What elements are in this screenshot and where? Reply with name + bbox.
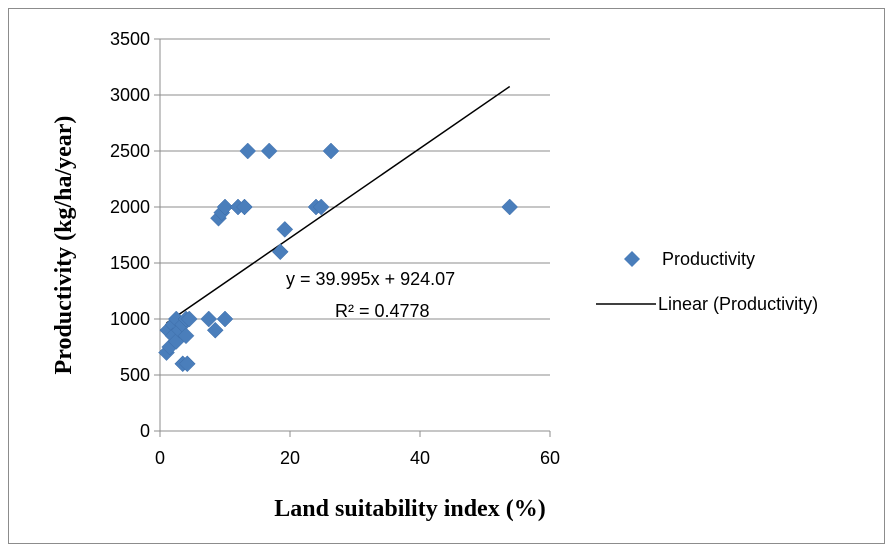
trendline-r-squared: R² = 0.4778 — [335, 301, 430, 321]
trendline-group — [166, 85, 511, 324]
x-tick-label: 20 — [280, 448, 300, 468]
data-point — [178, 355, 196, 373]
y-tick-label: 3500 — [110, 29, 150, 49]
y-tick-label: 2500 — [110, 141, 150, 161]
data-point — [276, 221, 294, 238]
legend-marker-productivity — [624, 251, 640, 267]
y-tick-label: 3000 — [110, 85, 150, 105]
y-tick-label: 1500 — [110, 253, 150, 273]
data-point — [177, 327, 195, 345]
data-point — [260, 142, 278, 160]
axes — [159, 39, 550, 432]
legend-label-linear: Linear (Productivity) — [658, 294, 818, 314]
y-tick-label: 1000 — [110, 309, 150, 329]
x-tick-label: 40 — [410, 448, 430, 468]
data-point — [200, 310, 218, 328]
y-tick-label: 500 — [120, 365, 150, 385]
y-axis-title: Productivity (kg/ha/year) — [51, 116, 77, 375]
data-point — [312, 198, 330, 216]
data-point — [216, 310, 234, 328]
chart-frame — [8, 8, 885, 544]
data-point — [206, 321, 224, 339]
legend: Productivity Linear (Productivity) — [596, 249, 818, 314]
data-point — [271, 243, 289, 261]
data-point — [501, 198, 519, 216]
trendline — [166, 85, 511, 324]
y-tick-labels: 0 500 1000 1500 2000 2500 3000 3500 — [110, 29, 160, 441]
data-point — [239, 142, 257, 160]
data-point — [236, 198, 253, 216]
data-point — [180, 310, 198, 328]
x-tick-label: 0 — [155, 448, 165, 468]
x-axis-title: Land suitability index (%) — [274, 496, 545, 522]
y-tick-label: 0 — [140, 421, 150, 441]
data-point — [216, 198, 234, 216]
legend-label-productivity: Productivity — [662, 249, 755, 269]
data-point — [322, 142, 340, 160]
y-tick-label: 2000 — [110, 197, 150, 217]
trendline-equation: y = 39.995x + 924.07 — [286, 269, 455, 289]
x-tick-label: 60 — [540, 448, 560, 468]
data-points — [158, 142, 519, 373]
x-tick-labels: 0 20 40 60 — [155, 431, 560, 468]
